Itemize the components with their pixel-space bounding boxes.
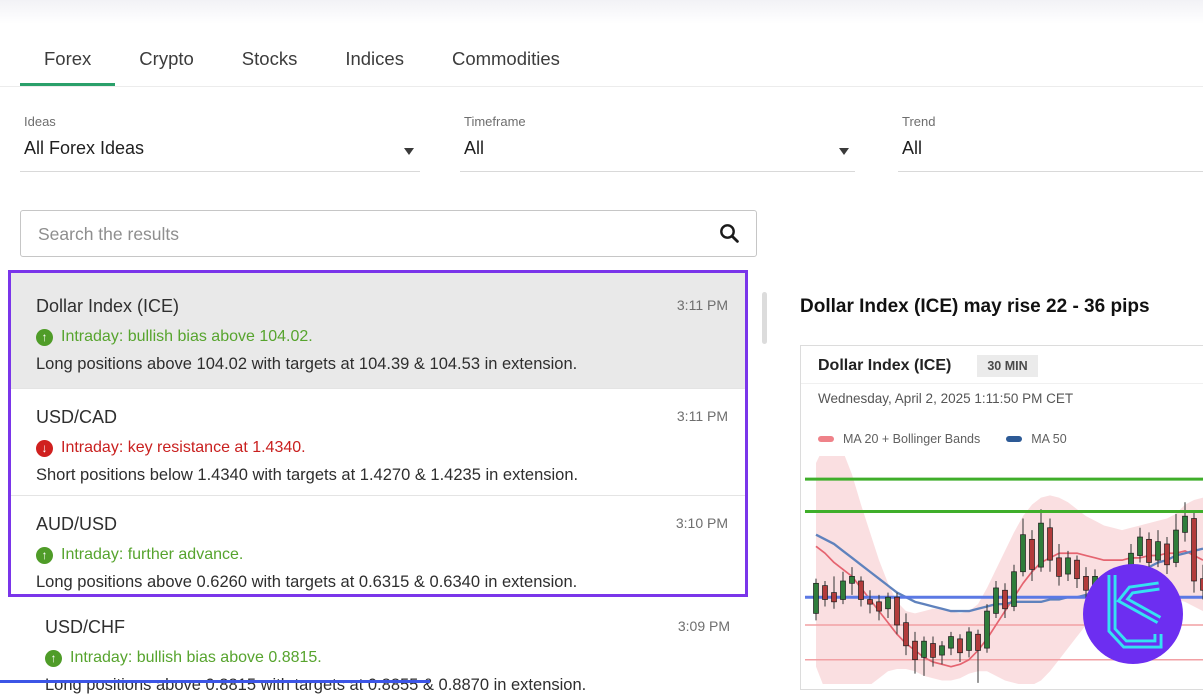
timeframe-filter-label: Timeframe — [464, 114, 855, 129]
idea-headline: ↑ Intraday: bullish bias above 104.02. — [36, 326, 728, 348]
idea-time: 3:10 PM — [676, 512, 728, 534]
logo-circle — [1083, 564, 1183, 664]
list-item-dollar-index[interactable]: Dollar Index (ICE) 3:11 PM ↑ Intraday: b… — [11, 273, 745, 388]
list-scrollbar[interactable] — [762, 292, 767, 344]
top-gradient — [0, 0, 1203, 24]
search-icon[interactable] — [719, 223, 740, 249]
idea-headline: ↑ Intraday: bullish bias above 0.8815. — [45, 647, 730, 669]
legend-label: MA 20 + Bollinger Bands — [843, 432, 980, 446]
timeframe-filter-select[interactable]: Timeframe All — [460, 108, 855, 172]
tab-commodities[interactable]: Commodities — [428, 32, 584, 86]
detail-headline: Dollar Index (ICE) may rise 22 - 36 pips — [800, 296, 1200, 318]
list-item-audusd[interactable]: AUD/USD 3:10 PM ↑ Intraday: further adva… — [11, 496, 745, 597]
trend-filter-select[interactable]: Trend All — [898, 108, 1203, 172]
list-item-usdchf[interactable]: USD/CHF 3:09 PM ↑ Intraday: bullish bias… — [20, 601, 747, 683]
chevron-down-icon — [839, 148, 849, 155]
idea-headline: ↑ Intraday: further advance. — [36, 544, 728, 566]
timeframe-badge: 30 MIN — [977, 355, 1037, 377]
idea-detail: Long positions above 104.02 with targets… — [36, 353, 728, 375]
idea-detail: Short positions below 1.4340 with target… — [36, 464, 728, 486]
tab-stocks[interactable]: Stocks — [218, 32, 322, 86]
idea-headline-text: Intraday: further advance. — [61, 544, 243, 566]
timeframe-filter-value: All — [464, 138, 855, 159]
legend-ma50: MA 50 — [1006, 432, 1066, 446]
idea-symbol: USD/CAD — [36, 405, 117, 429]
trading-central-logo — [1081, 562, 1185, 666]
chart-title: Dollar Index (ICE) — [818, 357, 951, 375]
search-box — [20, 210, 757, 257]
idea-symbol: AUD/USD — [36, 512, 117, 536]
idea-detail: Long positions above 0.6260 with targets… — [36, 571, 728, 593]
idea-headline-text: Intraday: bullish bias above 104.02. — [61, 326, 313, 348]
idea-symbol: Dollar Index (ICE) — [36, 294, 179, 318]
ideas-filter-select[interactable]: Ideas All Forex Ideas — [20, 108, 420, 172]
trend-filter-value: All — [902, 138, 1203, 159]
tab-crypto[interactable]: Crypto — [115, 32, 218, 86]
chart-timestamp: Wednesday, April 2, 2025 1:11:50 PM CET — [818, 391, 1073, 406]
ideas-filter-label: Ideas — [24, 114, 420, 129]
idea-headline-text: Intraday: bullish bias above 0.8815. — [70, 647, 322, 669]
tabs-divider — [0, 86, 1203, 87]
trend-filter-label: Trend — [902, 114, 1203, 129]
chart-legend: MA 20 + Bollinger Bands MA 50 — [818, 432, 1067, 446]
idea-time: 3:11 PM — [677, 405, 728, 427]
idea-headline-text: Intraday: key resistance at 1.4340. — [61, 437, 306, 459]
idea-time: 3:09 PM — [678, 615, 730, 637]
card-divider — [801, 383, 1203, 384]
ideas-filter-value: All Forex Ideas — [24, 138, 420, 159]
idea-detail: Long positions above 0.8815 with targets… — [45, 674, 730, 696]
idea-headline: ↓ Intraday: key resistance at 1.4340. — [36, 437, 728, 459]
asset-tabs: Forex Crypto Stocks Indices Commodities — [20, 32, 584, 86]
legend-swatch-ma50 — [1006, 436, 1022, 442]
arrow-up-circle-icon: ↑ — [45, 650, 62, 667]
arrow-up-circle-icon: ↑ — [36, 547, 53, 564]
legend-label: MA 50 — [1031, 432, 1066, 446]
tab-forex[interactable]: Forex — [20, 32, 115, 86]
legend-ma20-bollinger: MA 20 + Bollinger Bands — [818, 432, 980, 446]
idea-symbol: USD/CHF — [45, 615, 125, 639]
legend-swatch-ma20 — [818, 436, 834, 442]
idea-time: 3:11 PM — [677, 294, 728, 316]
arrow-up-circle-icon: ↑ — [36, 329, 53, 346]
chevron-down-icon — [404, 148, 414, 155]
tab-indices[interactable]: Indices — [321, 32, 428, 86]
search-input[interactable] — [36, 211, 700, 258]
list-item-usdcad[interactable]: USD/CAD 3:11 PM ↓ Intraday: key resistan… — [11, 389, 745, 495]
arrow-down-circle-icon: ↓ — [36, 440, 53, 457]
